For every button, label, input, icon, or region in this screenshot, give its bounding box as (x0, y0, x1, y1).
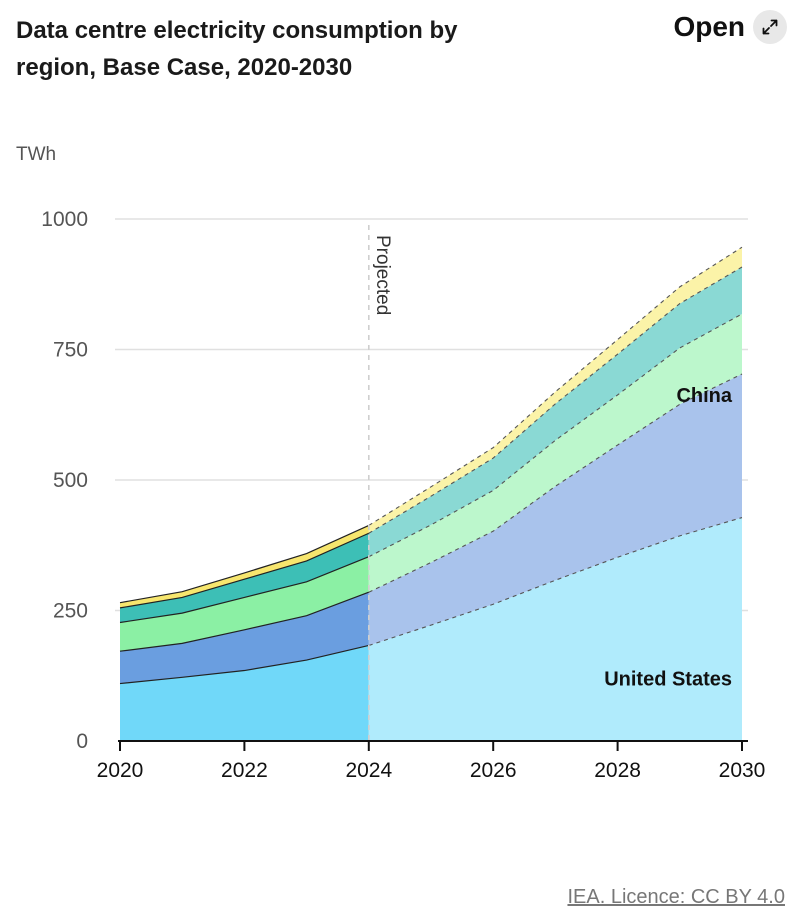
area-rest-of-world-projected (368, 267, 742, 557)
y-tick-label-0: 0 (76, 730, 88, 753)
x-tick-label-2024: 2024 (345, 759, 392, 782)
x-tick-label-2026: 2026 (470, 759, 517, 782)
open-label: Open (673, 11, 745, 42)
area-europe-historical (120, 556, 369, 652)
source-licence-link[interactable]: IEA. Licence: CC BY 4.0 (567, 886, 785, 908)
boundary-china-historical (119, 591, 370, 652)
y-tick-label-750: 750 (53, 339, 88, 362)
x-tick-label-2022: 2022 (221, 759, 268, 782)
boundary-other-projected (368, 246, 743, 526)
area-other-projected (368, 247, 742, 534)
y-tick-label-1000: 1000 (41, 208, 88, 231)
expand-arrows-icon (753, 10, 787, 44)
series-label-united-states: United States (604, 668, 732, 690)
y-tick-label-250: 250 (53, 600, 88, 623)
x-tick-label-2028: 2028 (594, 759, 641, 782)
area-chart: 0 250 500 750 1000 Projected 2020 2022 2024 2026 2… (41, 208, 765, 782)
area-united-states-historical (120, 645, 369, 741)
y-axis-unit: TWh (16, 144, 57, 165)
chart-boundaries (119, 246, 743, 685)
y-tick-label-500: 500 (53, 469, 88, 492)
boundary-united-states-projected (368, 517, 743, 646)
open-button[interactable]: Open (673, 10, 787, 44)
series-label-china: China (676, 385, 732, 407)
area-china-historical (120, 592, 369, 684)
projection-label: Projected (372, 235, 393, 315)
area-china-projected (368, 374, 742, 646)
boundary-rest-of-world-projected (368, 266, 743, 534)
boundary-united-states-historical (119, 644, 369, 685)
chart-areas (120, 247, 742, 741)
area-europe-projected (368, 314, 742, 593)
boundary-rest-of-world-historical (119, 532, 370, 609)
x-tick-label-2030: 2030 (719, 759, 766, 782)
area-rest-of-world-historical (120, 533, 369, 623)
area-other-historical (120, 525, 369, 608)
chart-axes (118, 225, 748, 751)
chart-labels: 0 250 500 750 1000 Projected 2020 2022 2024 2026 2… (41, 208, 765, 782)
boundary-other-historical (119, 524, 370, 604)
area-united-states-projected (368, 517, 742, 741)
x-tick-label-2020: 2020 (97, 759, 144, 782)
boundary-europe-historical (119, 556, 370, 624)
chart-title: Data centre electricity consumption by r… (16, 17, 458, 81)
